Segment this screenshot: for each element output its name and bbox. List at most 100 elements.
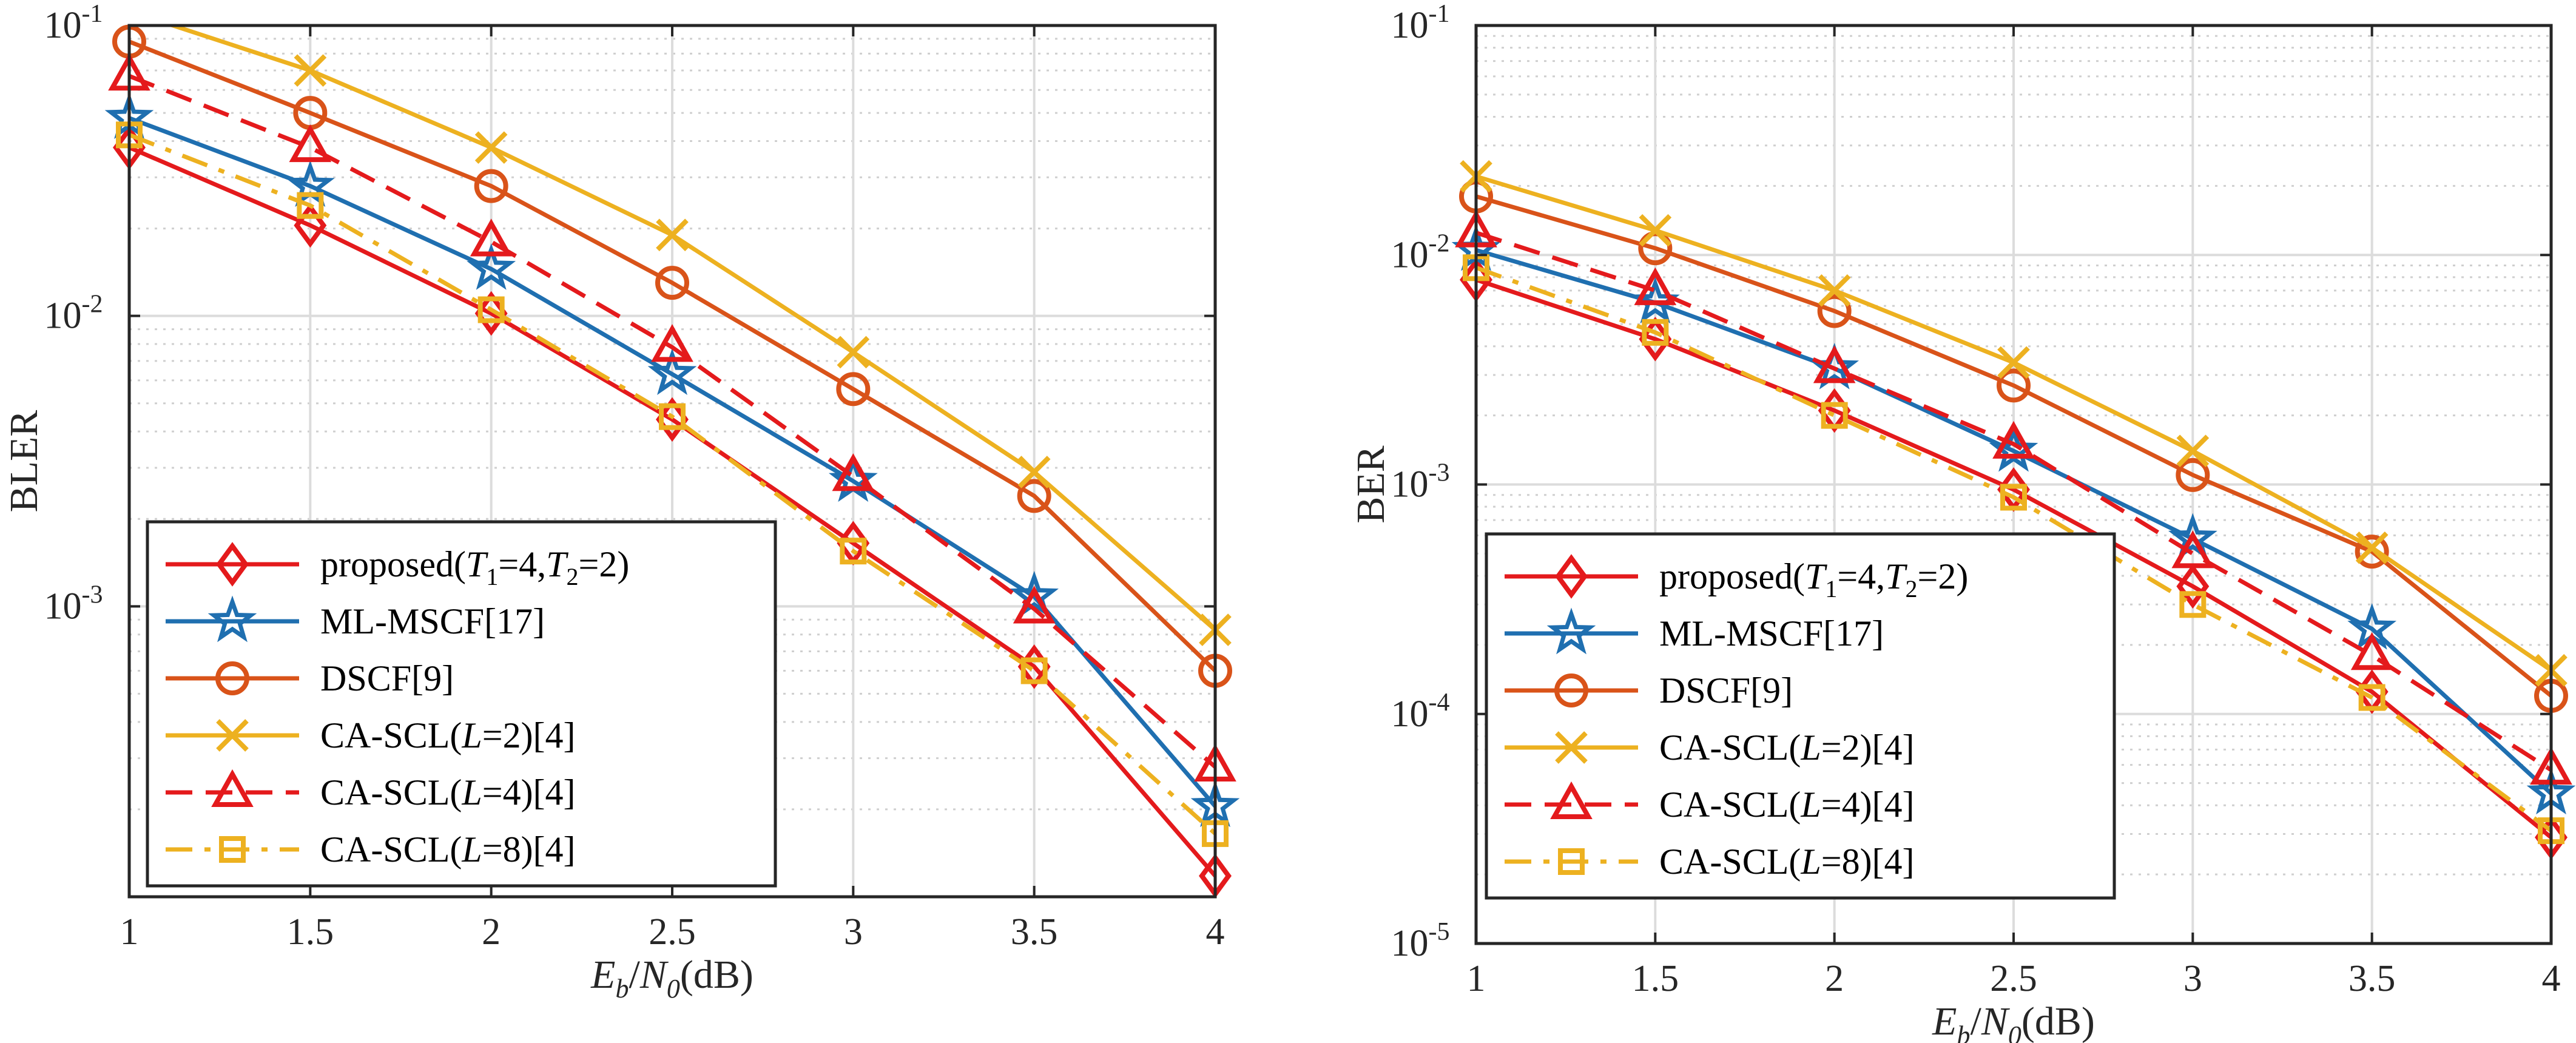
x-tick-label: 1.5 (287, 911, 334, 953)
legend-entry-cascl2: CA-SCL(L=2)[4] (1505, 727, 1915, 768)
data-point-dscf (474, 169, 508, 203)
x-tick-label: 1 (120, 911, 139, 953)
series-cascl2 (166, 25, 1232, 646)
data-point-dscf (1817, 294, 1852, 328)
x-tick-label: 3 (844, 911, 863, 953)
chart-panel-2: 1 1.5 2 2.5 3 3.5 4 10-1 10-2 10-3 10-4 10-5 BER Eb/N… (1349, 0, 2576, 1043)
x-tick-label: 3.5 (1011, 911, 1058, 953)
legend-entry-cascl4: CA-SCL(L=4)[4] (1505, 781, 1915, 825)
legend-label-cascl4: CA-SCL(L=4)[4] (1659, 785, 1915, 825)
legend-marker-cascl2 (1555, 731, 1588, 764)
legend-marker-mlmscf (207, 595, 257, 643)
legend-entry-proposed: proposed(T1=4,T2=2) (1505, 554, 1968, 603)
legend-label-dscf: DSCF[9] (1659, 670, 1793, 711)
data-point-mlmscf (2168, 513, 2217, 560)
legend-entry-cascl8: CA-SCL(L=8)[4] (166, 829, 576, 869)
series-line-cascl4 (1476, 231, 2551, 772)
legend-label-cascl2: CA-SCL(L=2)[4] (1659, 727, 1915, 768)
legend-entry-mlmscf: ML-MSCF[17] (166, 595, 545, 643)
data-point-cascl4 (470, 218, 513, 257)
legend-label-cascl2: CA-SCL(L=2)[4] (320, 715, 576, 755)
legend-label-proposed: proposed(T1=4,T2=2) (1659, 556, 1968, 603)
data-point-cascl8 (1821, 402, 1848, 429)
data-point-cascl2 (1017, 456, 1051, 488)
legend-entry-proposed: proposed(T1=4,T2=2) (166, 542, 629, 590)
data-point-cascl2 (294, 54, 327, 87)
x-tick-label: 2.5 (649, 911, 696, 953)
data-point-cascl2 (1639, 214, 1672, 247)
legend-label-dscf: DSCF[9] (320, 658, 454, 698)
data-point-cascl4 (2171, 530, 2214, 569)
y-axis-label: BER (1349, 445, 1393, 523)
data-point-cascl4 (832, 453, 875, 491)
legend-marker-proposed (216, 542, 249, 587)
data-point-cascl8 (2179, 591, 2207, 618)
series-mlmscf (104, 92, 1240, 828)
series-dscf (1459, 179, 2568, 713)
series-line-proposed (1476, 277, 2551, 839)
y-tick-label: 10-3 (44, 581, 103, 627)
x-tick-label: 3 (2183, 958, 2202, 999)
data-point-dscf (836, 372, 871, 407)
x-tick-label: 2 (482, 911, 501, 953)
data-point-cascl2 (656, 218, 689, 252)
legend-marker-cascl8 (1558, 848, 1585, 875)
legend-marker-cascl2 (216, 719, 249, 752)
series-line-cascl8 (1476, 265, 2551, 832)
chart-panel-1: 1 1.5 2 2.5 3 3.5 4 10-1 10-2 10-3 BLER Eb/N0(dB) pr… (2, 0, 1240, 1004)
x-tick-label: 3.5 (2348, 958, 2396, 999)
data-point-cascl8 (659, 403, 686, 430)
x-tick-label: 4 (1206, 911, 1225, 953)
legend-label-mlmscf: ML-MSCF[17] (1659, 613, 1884, 653)
y-tick-label: 10-2 (44, 291, 103, 337)
legend-entry-cascl8: CA-SCL(L=8)[4] (1505, 842, 1915, 882)
x-axis-label: Eb/N0(dB) (590, 953, 754, 1004)
legend-label-mlmscf: ML-MSCF[17] (320, 601, 545, 641)
data-point-dscf (1997, 368, 2031, 403)
data-point-dscf (1017, 479, 1051, 513)
legend-label-proposed: proposed(T1=4,T2=2) (320, 544, 629, 590)
x-tick-label: 4 (2542, 958, 2561, 999)
series-line-cascl4 (129, 74, 1215, 769)
x-tick-label: 2 (1825, 958, 1844, 999)
x-axis-label: Eb/N0(dB) (1932, 999, 2095, 1043)
legend-label-cascl8: CA-SCL(L=8)[4] (320, 829, 576, 869)
legend-entry-mlmscf: ML-MSCF[17] (1505, 607, 1884, 655)
legend-label-cascl8: CA-SCL(L=8)[4] (1659, 842, 1915, 882)
series-line-dscf (1476, 194, 2551, 698)
data-point-mlmscf (1010, 570, 1059, 618)
data-point-cascl8 (477, 296, 505, 323)
data-point-proposed (2176, 564, 2210, 609)
data-point-cascl8 (840, 538, 867, 565)
data-point-dscf (2176, 457, 2210, 492)
data-point-cascl4 (651, 324, 693, 362)
data-point-cascl8 (2000, 484, 2027, 511)
data-point-dscf (2355, 535, 2389, 569)
legend-entry-cascl2: CA-SCL(L=2)[4] (166, 715, 576, 755)
legend-marker-dscf (1554, 673, 1588, 707)
legend-box (1485, 532, 2116, 900)
data-point-cascl4 (289, 124, 332, 163)
series-line-dscf (129, 39, 1215, 673)
series-line-cascl8 (129, 133, 1215, 835)
legend-marker-dscf (215, 661, 249, 695)
data-point-cascl4 (1992, 420, 2035, 459)
series-line-proposed (129, 145, 1215, 877)
data-point-cascl2 (2355, 531, 2389, 564)
data-point-cascl4 (1813, 345, 1856, 383)
data-point-cascl4 (1634, 267, 1677, 305)
data-point-cascl4 (1013, 586, 1056, 624)
series-cascl8 (116, 121, 1229, 847)
x-tick-label: 1.5 (1632, 958, 1679, 999)
y-tick-label: 10-4 (1391, 689, 1450, 735)
y-tick-label: 10-1 (44, 0, 103, 46)
legend-entry-dscf: DSCF[9] (166, 658, 454, 698)
data-point-mlmscf (467, 243, 516, 290)
legend: proposed(T1=4,T2=2) ML-MSCF[17] DSCF[9] CA-… (1485, 532, 2116, 900)
data-point-cascl2 (2176, 434, 2210, 468)
legend-marker-cascl4 (1550, 781, 1593, 819)
data-point-cascl4 (2350, 632, 2393, 670)
ticks: 1 1.5 2 2.5 3 3.5 4 10-1 10-2 10-3 (44, 0, 1225, 953)
ticks: 1 1.5 2 2.5 3 3.5 4 10-1 10-2 10-3 10-4 10-5 (1391, 0, 2561, 999)
